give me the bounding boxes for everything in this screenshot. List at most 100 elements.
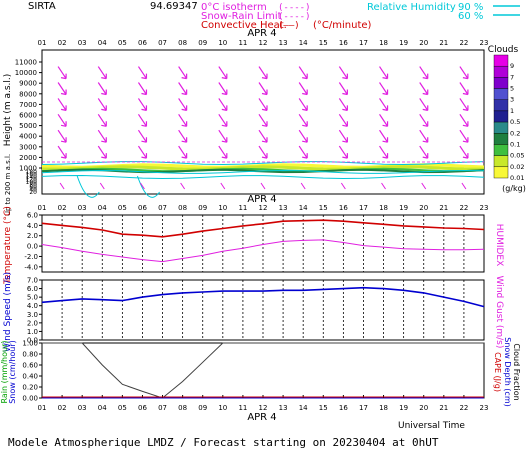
wind-arrow (419, 66, 429, 80)
p2-ylabel-4.0: 4.0 (27, 222, 38, 230)
legend-conv-sym: (——) (278, 21, 300, 31)
p4-ylabel-right2: Snow Depth (cm) (503, 337, 512, 406)
cloud-band-1 (41, 165, 485, 171)
legend-iso: 0°C isotherm (201, 2, 267, 13)
wind-arrow (137, 82, 148, 96)
station-name: SIRTA (28, 1, 56, 12)
colorbar-level-0.01: 0.01 (510, 174, 524, 182)
hour-bot-09: 09 (198, 404, 207, 412)
hour-mid-09: 09 (198, 204, 207, 212)
p2-ylabel-0.0: 0.0 (27, 243, 38, 251)
wind-arrow (97, 145, 107, 159)
hour-top-06: 06 (138, 39, 147, 47)
hour-top-12: 12 (259, 39, 268, 47)
universal-time-label: Universal Time (398, 421, 465, 431)
wind-arrow (338, 129, 348, 143)
hour-top-04: 04 (98, 39, 107, 47)
hour-top-02: 02 (58, 39, 67, 47)
hour-labels-bottom: 01 02 03 04 05 06 07 08 09 10 11 12 13 14 15 16 17 18 19 20… (38, 404, 489, 412)
hour-mid-20: 20 (419, 204, 428, 212)
hour-bot-21: 21 (439, 404, 448, 412)
wind-arrow (57, 145, 67, 159)
hour-mid-14: 14 (299, 204, 308, 212)
p1-ylabel-5000: 5000 (19, 122, 37, 130)
wind-arrow-low (340, 182, 346, 190)
wind-arrow (218, 113, 228, 127)
p3-ylabel-7.0: 7.0 (27, 277, 38, 285)
p4-ylabel2: Snow (cm/hour) (8, 340, 17, 404)
wind-arrow (258, 82, 268, 96)
hour-mid-07: 07 (158, 204, 167, 212)
wind-arrow (218, 66, 228, 80)
wind-arrow (137, 98, 148, 111)
wind-arrow-low (260, 182, 266, 190)
colorbar-level-3: 3 (510, 96, 514, 104)
wind-arrow (218, 98, 228, 111)
p1-ylabel-3000: 3000 (19, 143, 37, 151)
p1-ylabel-7000: 7000 (19, 101, 37, 109)
wind-arrow (57, 98, 67, 111)
p3-ylabel: Wind Speed (m/s) (3, 272, 13, 352)
hour-mid-04: 04 (98, 204, 107, 212)
wind-arrow (218, 82, 228, 96)
p3-ylabel-right: Wind Gust (m/s) (494, 276, 504, 349)
hour-top-20: 20 (419, 39, 428, 47)
hour-mid-15: 15 (319, 204, 328, 212)
colorbar-title: Clouds (488, 45, 519, 55)
p2-ylabel-right: HUMIDEX (494, 224, 504, 267)
hour-bot-18: 18 (379, 404, 388, 412)
wind-arrow-low (140, 182, 145, 190)
colorbar-level-0.5: 0.5 (510, 118, 520, 126)
p1-ylabel-6000: 6000 (19, 112, 37, 120)
wind-arrow (379, 145, 389, 159)
p4-ylabel-1.00: 1.00 (22, 340, 38, 348)
wind-arrow (178, 82, 188, 96)
rh-contour-1 (41, 169, 485, 174)
wind-arrow (419, 145, 429, 159)
p4-ylabel-0.80: 0.80 (22, 351, 38, 359)
wind-arrow (57, 129, 67, 143)
colorbar-level-9: 9 (510, 62, 514, 70)
hour-bot-22: 22 (459, 404, 468, 412)
p3-ylabel-4.0: 4.0 (27, 302, 38, 310)
wind-arrow (459, 145, 469, 159)
hour-bot-04: 04 (98, 404, 107, 412)
wind-arrow (338, 145, 348, 159)
colorbar-swatch (493, 99, 509, 112)
wind-arrow (298, 82, 308, 96)
date-label-2: APR 4 (247, 194, 276, 205)
hour-labels-top: 01 02 03 04 05 06 07 08 09 10 11 12 13 14 15 16 17 18 19 20… (38, 39, 489, 47)
hour-top-14: 14 (299, 39, 308, 47)
p2-ylabel: Temperature (°C) (3, 206, 13, 285)
wind-arrow (97, 82, 107, 96)
p2-ylabel-6.0: 6.0 (27, 212, 38, 220)
wind-arrow (459, 98, 469, 111)
rh-contour-2 (41, 174, 485, 180)
wind-arrow (459, 82, 469, 96)
wind-arrow (258, 113, 268, 127)
p1-ylabel-10000: 10000 (15, 69, 37, 77)
p2-series-0 (41, 219, 485, 238)
colorbar-level-1: 1 (510, 107, 514, 115)
coords-text: 94.69347 (150, 1, 198, 12)
hour-bot-16: 16 (339, 404, 348, 412)
p1-ylabel-1000: 1000 (19, 165, 37, 173)
hour-top-03: 03 (78, 39, 87, 47)
p4-ylabel-0.20: 0.20 (22, 384, 38, 392)
colorbar-swatch (493, 88, 509, 100)
wind-arrow (178, 98, 188, 111)
wind-arrow (298, 113, 308, 127)
wind-arrow (97, 98, 107, 111)
date-label-1: APR 4 (247, 28, 276, 39)
wind-arrow (459, 129, 469, 143)
p1-ylabel2: Up to 200 m a.s.l. (4, 154, 12, 216)
wind-arrow (459, 66, 469, 80)
hour-top-09: 09 (198, 39, 207, 47)
legend-snow: Snow-Rain Limit (201, 11, 282, 22)
hour-mid-16: 16 (339, 204, 348, 212)
wind-arrow (379, 98, 389, 111)
colorbar-level-0.05: 0.05 (510, 152, 524, 160)
hour-top-10: 10 (218, 39, 227, 47)
wind-arrow (338, 113, 348, 127)
p1-ylow-120: 120 (26, 177, 38, 184)
